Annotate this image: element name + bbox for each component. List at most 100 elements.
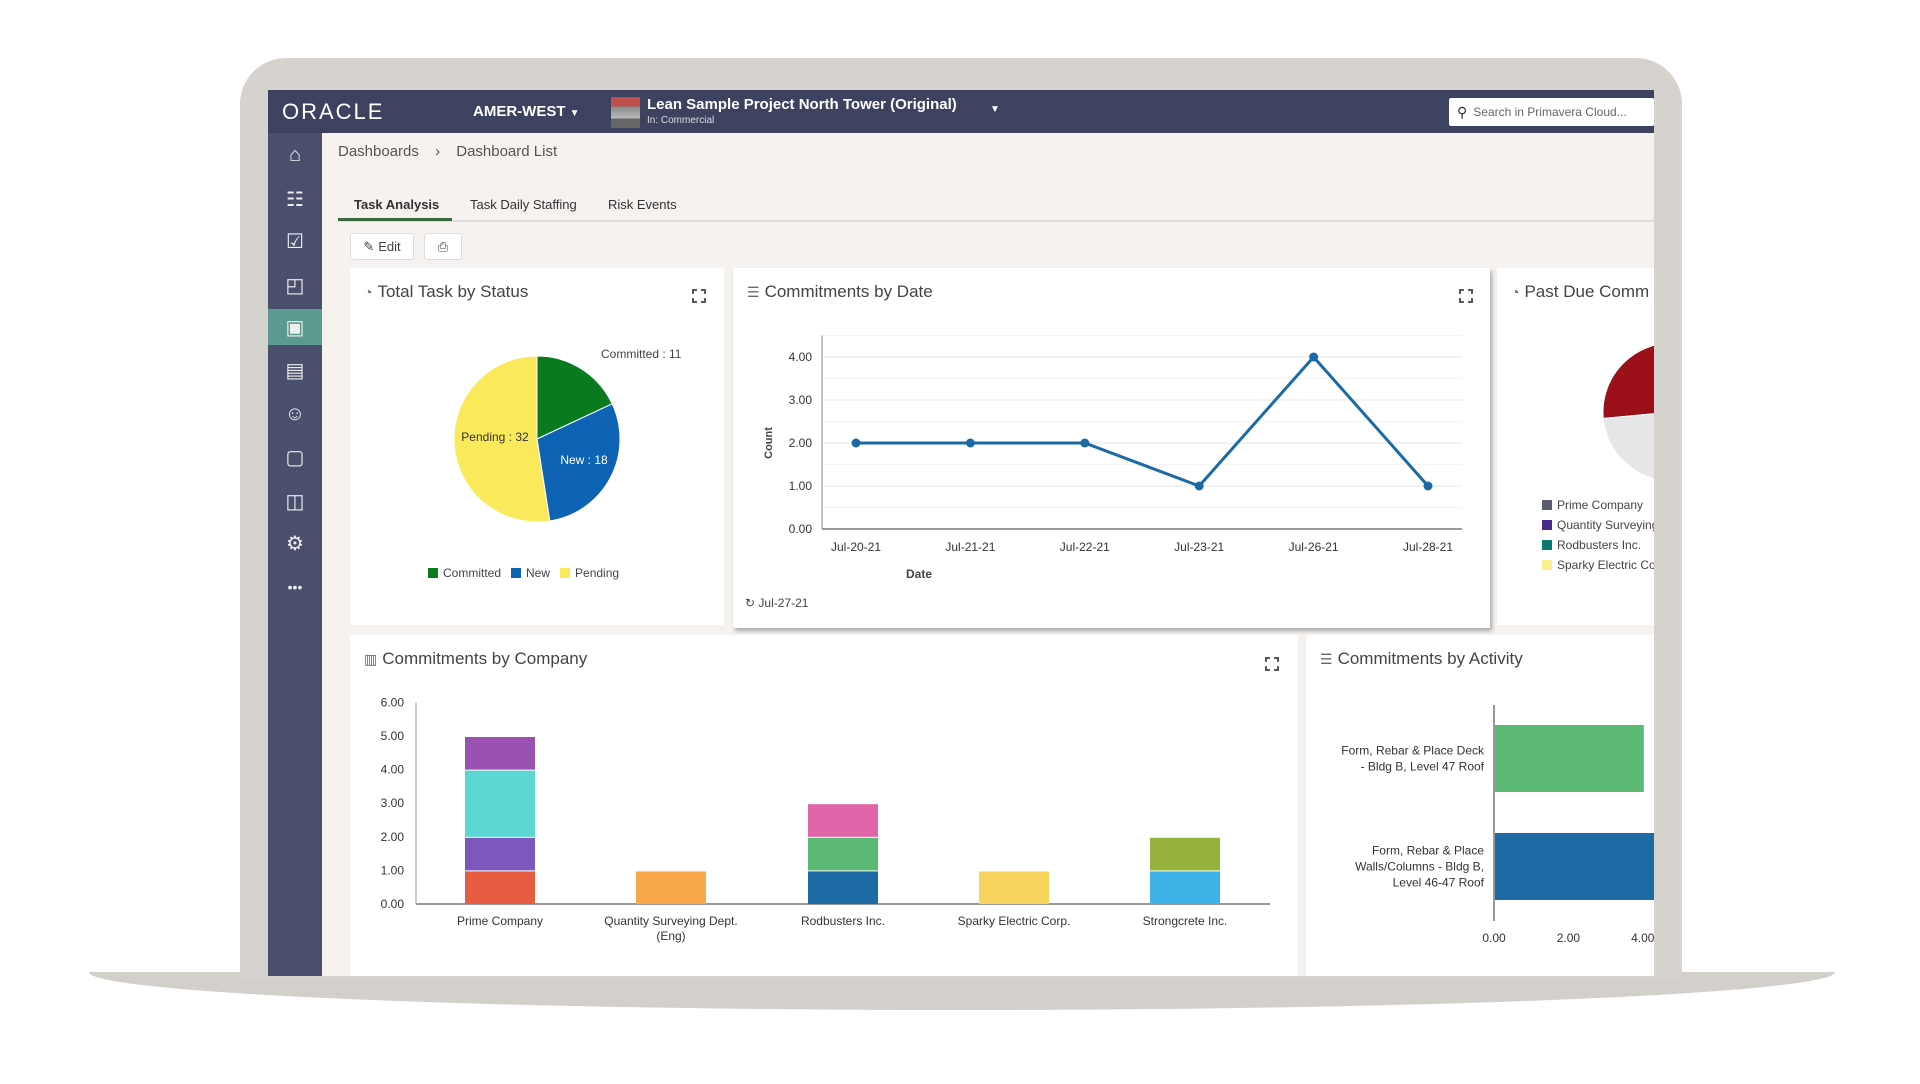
sidebar-item-more[interactable]: •••: [268, 569, 322, 605]
legend-label: Prime Company: [1557, 498, 1644, 512]
bar-segment: [465, 837, 535, 871]
region-selector[interactable]: AMER-WEST ▼: [473, 103, 580, 120]
search-input[interactable]: Search in Primavera Cloud...: [1473, 105, 1627, 119]
card-commitments-by-date: ☰ Commitments by Date ↻ Jul-27-21: [733, 268, 1490, 628]
legend-label: Sparky Electric Corp.: [1557, 558, 1654, 572]
search-box[interactable]: ⚲ Search in Primavera Cloud...: [1449, 98, 1654, 126]
bar-segment: [808, 837, 878, 871]
puzzle-icon: ◫: [285, 490, 305, 513]
legend-label: Quantity Surveying Dept. (Eng): [1557, 518, 1654, 532]
series-line: [856, 354, 1430, 488]
project-title[interactable]: Lean Sample Project North Tower (Origina…: [647, 96, 957, 113]
report-icon: ▤: [285, 359, 305, 382]
legend-item[interactable]: Prime Company: [1542, 498, 1654, 512]
active-tab-indicator: [338, 218, 452, 221]
sidebar-item-home[interactable]: ⌂: [268, 137, 322, 173]
legend-item[interactable]: Sparky Electric Corp.: [1542, 558, 1654, 572]
app-window: ORACLE AMER-WEST ▼ Lean Sample Project N…: [268, 90, 1654, 976]
y-tick-label: 0.00: [381, 897, 405, 911]
y-tick-label-line: Level 46-47 Roof: [1393, 876, 1485, 890]
tab-divider: [338, 220, 1654, 222]
legend-swatch: [1542, 560, 1552, 570]
sidebar-item-contacts[interactable]: ▢: [268, 439, 322, 475]
sidebar-item-people[interactable]: ☺: [268, 396, 322, 432]
x-axis-title: Date: [906, 567, 932, 581]
y-tick-label: Form, Rebar & Place Deck - Bldg B, Level …: [1341, 744, 1485, 774]
edit-button[interactable]: ✎ Edit: [350, 233, 414, 260]
sidebar-item-board[interactable]: ◰: [268, 267, 322, 303]
y-tick-label-line: Form, Rebar & Place Deck: [1341, 744, 1485, 758]
breadcrumb-dashboards[interactable]: Dashboards: [338, 143, 419, 160]
legend-swatch: [511, 568, 522, 578]
title-text: Total Task by Status: [377, 282, 529, 301]
x-tick-label-line: Quantity Surveying Dept.: [604, 914, 737, 928]
y-tick-label-line: Form, Rebar & Place: [1372, 844, 1484, 858]
sidebar-item-puzzle[interactable]: ◫: [268, 483, 322, 519]
x-tick-label-line: (Eng): [656, 929, 685, 943]
y-tick-label: 2.00: [789, 436, 813, 450]
sidebar: ⌂ ☷ ☑ ◰ ▣ ▤ ☺ ▢ ◫ ⚙ •••: [268, 133, 322, 976]
legend-item[interactable]: Rodbusters Inc.: [1542, 538, 1654, 552]
refresh-icon[interactable]: ↻: [745, 596, 756, 610]
data-point: [965, 438, 975, 448]
breadcrumb: Dashboards › Dashboard List: [338, 143, 557, 160]
bar-segment: [465, 871, 535, 904]
legend-swatch: [560, 568, 571, 578]
print-button[interactable]: ⎙: [424, 233, 462, 260]
card-title: ☰ Commitments by Date: [747, 282, 933, 302]
pie-slice: [1602, 344, 1654, 420]
sidebar-item-gear[interactable]: ⚙: [268, 525, 322, 561]
sidebar-item-report[interactable]: ▤: [268, 352, 322, 388]
title-text: Commitments by Activity: [1337, 649, 1523, 668]
sidebar-item-checklist[interactable]: ☑: [268, 223, 322, 259]
pie-slice: [1602, 413, 1654, 480]
sidebar-item-gantt[interactable]: ☷: [268, 181, 322, 217]
legend-swatch: [1542, 500, 1552, 510]
y-tick-label-line: Walls/Columns - Bldg B,: [1355, 860, 1484, 874]
oracle-logo: ORACLE: [282, 99, 385, 124]
legend-swatch: [1542, 540, 1552, 550]
y-tick-label: 4.00: [381, 763, 405, 777]
x-tick-label: 2.00: [1557, 931, 1581, 945]
line-chart-icon: ☰: [747, 284, 760, 300]
tab-task-analysis[interactable]: Task Analysis: [354, 197, 440, 212]
x-tick-label: 4.00: [1631, 931, 1654, 945]
gear-icon: ⚙: [286, 532, 304, 555]
edit-label: Edit: [378, 239, 401, 254]
tab-risk-events[interactable]: Risk Events: [608, 197, 677, 212]
refresh-date: Jul-27-21: [758, 596, 809, 610]
y-tick-label: 1.00: [789, 479, 813, 493]
dashboard-monitor-icon: ▣: [285, 316, 305, 339]
card-title: ◔ Total Task by Status: [364, 282, 528, 302]
x-tick-label: Jul-22-21: [1060, 540, 1110, 554]
legend-item[interactable]: New: [511, 566, 550, 580]
region-label: AMER-WEST: [473, 103, 566, 120]
y-tick-label: 2.00: [381, 830, 405, 844]
legend-item[interactable]: Quantity Surveying Dept. (Eng): [1542, 518, 1654, 532]
y-tick-label: 1.00: [381, 863, 405, 877]
people-icon: ☺: [284, 402, 306, 425]
x-tick-label: Strongcrete Inc.: [1143, 914, 1228, 928]
last-refreshed: ↻ Jul-27-21: [745, 596, 808, 610]
y-tick-label: 5.00: [381, 729, 405, 743]
status-legend: Committed New Pending: [428, 566, 619, 580]
x-tick-label: Jul-20-21: [831, 540, 881, 554]
bar-segment: [636, 871, 706, 904]
bar: [1495, 833, 1654, 900]
breadcrumb-dashboard-list[interactable]: Dashboard List: [456, 143, 558, 160]
bar-segment: [808, 804, 878, 837]
legend-label: Pending: [575, 566, 620, 580]
y-axis-title: Count: [763, 427, 775, 459]
more-icon: •••: [287, 579, 303, 595]
project-dropdown-icon[interactable]: ▼: [990, 104, 1000, 115]
sidebar-item-dashboard-monitor[interactable]: ▣: [268, 309, 322, 345]
legend-item[interactable]: Pending: [560, 566, 619, 580]
bar: [1495, 725, 1644, 792]
gantt-icon: ☷: [286, 188, 304, 211]
y-tick-label: 3.00: [381, 796, 405, 810]
tab-task-daily-staffing[interactable]: Task Daily Staffing: [470, 197, 577, 212]
x-tick-label: Jul-26-21: [1289, 540, 1339, 554]
legend-item[interactable]: Committed: [428, 566, 501, 580]
card-title: ◔ Past Due Comm: [1511, 282, 1649, 302]
legend-label: Committed: [443, 566, 502, 580]
